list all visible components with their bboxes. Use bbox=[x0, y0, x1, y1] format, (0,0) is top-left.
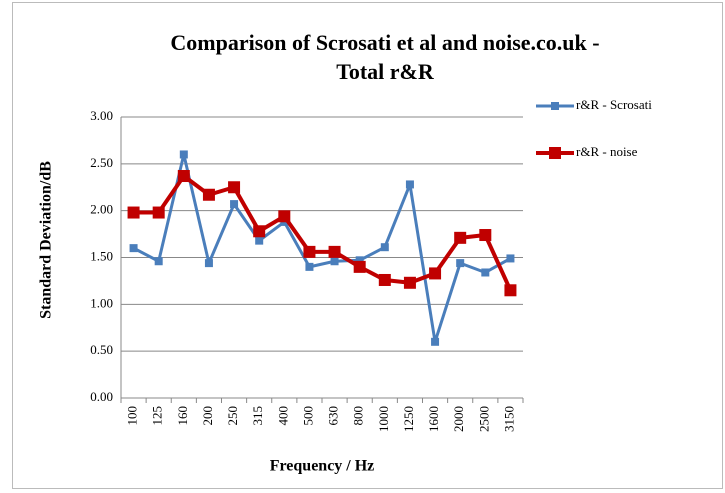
x-tick-label: 1600 bbox=[426, 406, 441, 432]
point-marker bbox=[127, 206, 140, 219]
y-tick-label: 2.00 bbox=[90, 202, 113, 217]
series-line bbox=[133, 174, 513, 292]
x-tick-label: 100 bbox=[125, 406, 140, 426]
point-marker bbox=[177, 170, 190, 183]
legend-marker bbox=[551, 102, 559, 110]
x-axis-label: Frequency / Hz bbox=[270, 458, 375, 475]
x-tick-label: 400 bbox=[275, 406, 290, 426]
y-tick-label: 2.50 bbox=[90, 155, 113, 170]
point-marker bbox=[429, 267, 442, 280]
point-marker bbox=[380, 243, 389, 252]
point-marker bbox=[454, 231, 467, 244]
x-tick-label: 2000 bbox=[451, 406, 466, 432]
point-marker bbox=[405, 180, 414, 189]
point-marker bbox=[154, 257, 163, 266]
x-tick-label: 250 bbox=[225, 406, 240, 426]
x-tick-label: 160 bbox=[175, 406, 190, 426]
point-marker bbox=[456, 259, 465, 268]
point-marker bbox=[179, 150, 188, 159]
y-tick-label: 3.00 bbox=[90, 108, 113, 123]
x-tick-label: 200 bbox=[200, 406, 215, 426]
series-line bbox=[132, 152, 512, 344]
point-marker bbox=[253, 225, 266, 238]
x-tick-label: 2500 bbox=[476, 406, 491, 432]
point-marker bbox=[403, 276, 416, 289]
y-tick-label: 1.50 bbox=[90, 248, 113, 263]
point-marker bbox=[330, 257, 339, 266]
y-tick-label: 0.00 bbox=[90, 389, 113, 404]
point-marker bbox=[303, 245, 316, 258]
point-marker bbox=[353, 260, 366, 273]
point-marker bbox=[129, 244, 138, 253]
point-marker bbox=[378, 273, 391, 286]
legend-label: r&R - noise bbox=[576, 144, 638, 159]
point-marker bbox=[152, 206, 165, 219]
point-marker bbox=[431, 337, 440, 346]
x-tick-label: 1000 bbox=[376, 406, 391, 432]
y-axis-label: Standard Deviation/dB bbox=[38, 161, 55, 319]
point-marker bbox=[228, 181, 241, 194]
x-tick-label: 800 bbox=[351, 406, 366, 426]
point-marker bbox=[355, 256, 364, 265]
point-marker bbox=[506, 254, 515, 263]
point-marker bbox=[479, 229, 492, 242]
point-marker bbox=[328, 245, 341, 258]
y-tick-label: 0.50 bbox=[90, 342, 113, 357]
x-tick-label: 1250 bbox=[401, 406, 416, 432]
chart-title: Comparison of Scrosati et al and noise.c… bbox=[170, 30, 600, 84]
point-marker bbox=[278, 210, 291, 223]
x-tick-label: 125 bbox=[150, 406, 165, 426]
point-marker bbox=[202, 188, 215, 201]
point-marker bbox=[305, 262, 314, 271]
legend-marker bbox=[549, 147, 561, 159]
point-marker bbox=[255, 236, 264, 245]
y-tick-label: 1.00 bbox=[90, 295, 113, 310]
point-marker bbox=[230, 200, 239, 209]
point-marker bbox=[204, 259, 213, 268]
x-tick-label: 315 bbox=[250, 406, 265, 426]
point-marker bbox=[481, 268, 490, 277]
point-marker bbox=[504, 284, 517, 297]
x-tick-label: 500 bbox=[300, 406, 315, 426]
x-tick-label: 3150 bbox=[501, 406, 516, 432]
x-tick-label: 630 bbox=[326, 406, 341, 426]
legend-label: r&R - Scrosati bbox=[576, 97, 652, 112]
